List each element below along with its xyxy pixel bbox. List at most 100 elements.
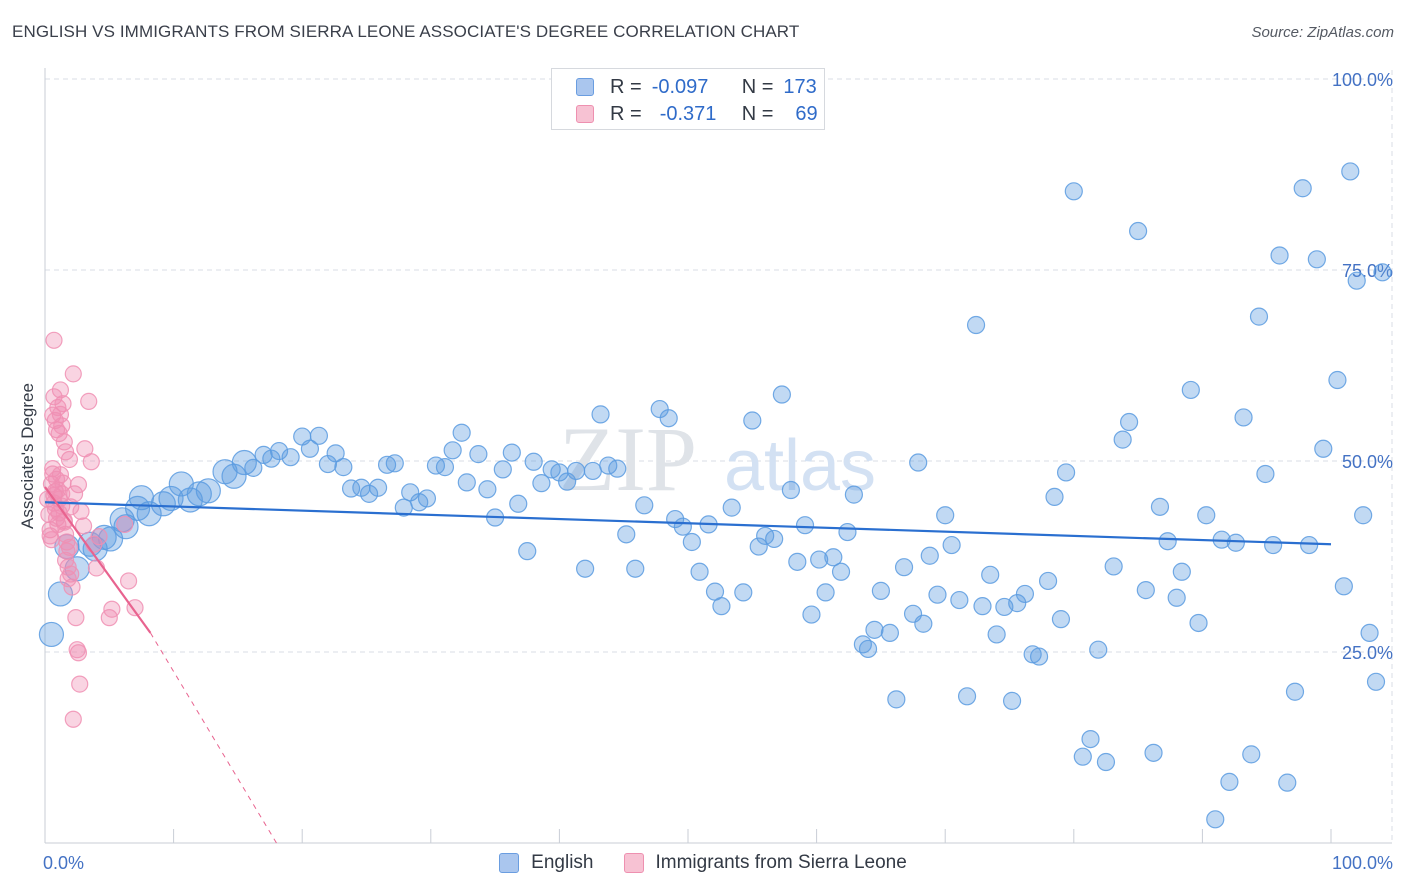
data-point — [1234, 408, 1253, 427]
data-point — [788, 552, 807, 571]
data-point — [1081, 729, 1100, 749]
correlation-legend: R = -0.097 N = 173 R = -0.371 N = 69 — [551, 68, 825, 130]
data-point — [1104, 557, 1123, 576]
data-point — [385, 454, 404, 473]
data-point — [1220, 772, 1239, 791]
data-point — [1158, 532, 1177, 551]
data-point — [53, 417, 71, 435]
data-point — [64, 710, 82, 728]
data-point — [244, 458, 263, 477]
legend-swatch-english — [576, 78, 594, 96]
data-point — [567, 461, 586, 481]
trend-line-sierra — [44, 486, 152, 634]
data-point — [781, 480, 800, 500]
data-point — [880, 623, 900, 643]
legend-r-value-sierra: -0.371 — [659, 102, 717, 125]
data-point — [1167, 588, 1186, 607]
legend-r-label: R = — [610, 75, 642, 98]
legend-n-value-sierra: 69 — [795, 102, 818, 125]
data-point — [1002, 691, 1022, 710]
data-point — [426, 456, 446, 475]
data-point — [1256, 464, 1275, 484]
data-point — [1347, 271, 1366, 290]
y-tick-label: 75.0% — [1342, 261, 1393, 281]
data-point — [62, 498, 80, 516]
data-point — [591, 405, 610, 424]
data-point — [1373, 263, 1392, 282]
data-point — [69, 644, 88, 662]
data-point — [1045, 487, 1064, 507]
legend-label-english: English — [531, 852, 594, 873]
data-point — [966, 315, 986, 335]
data-point — [810, 550, 829, 569]
data-point — [469, 445, 488, 464]
x-tick-label: 0.0% — [43, 853, 84, 873]
data-point — [1150, 497, 1170, 516]
data-point — [1285, 682, 1305, 701]
data-point — [80, 392, 98, 411]
y-tick-label: 25.0% — [1342, 643, 1393, 663]
data-point — [1119, 412, 1139, 432]
data-point — [722, 498, 741, 517]
data-point — [457, 473, 476, 492]
data-point — [1226, 533, 1245, 552]
legend-row-english: R = -0.097 N = 173 — [576, 75, 817, 99]
data-point — [659, 409, 678, 428]
data-point — [195, 478, 221, 504]
data-point — [1073, 747, 1092, 766]
data-point — [909, 453, 928, 472]
data-point — [136, 501, 162, 527]
data-point — [1051, 610, 1071, 629]
data-point — [103, 600, 121, 618]
trend-lines — [44, 486, 1332, 844]
data-point — [973, 597, 992, 616]
data-point — [116, 515, 134, 534]
series-legend: English Immigrants from Sierra Leone — [0, 852, 1406, 874]
tick-labels: 25.0% 50.0% 75.0% 100.0% 0.0% 100.0% — [43, 70, 1393, 873]
data-point — [56, 551, 75, 569]
data-point — [401, 483, 420, 502]
data-point — [673, 517, 692, 536]
data-point — [1293, 179, 1312, 198]
data-point — [435, 458, 455, 477]
legend-n-label: N = — [741, 75, 774, 98]
data-point — [493, 460, 512, 479]
data-point — [124, 495, 151, 521]
data-point — [831, 562, 851, 581]
data-point — [981, 565, 1000, 584]
data-point — [635, 496, 654, 515]
data-point — [844, 485, 863, 504]
data-point — [942, 535, 961, 555]
data-point — [816, 583, 835, 602]
data-point — [1144, 743, 1163, 762]
data-point — [1354, 506, 1373, 525]
data-point — [1189, 613, 1208, 633]
data-point — [682, 532, 701, 552]
data-point — [576, 559, 595, 578]
data-point — [1334, 577, 1353, 596]
data-point — [1015, 584, 1035, 604]
chart-title: ENGLISH VS IMMIGRANTS FROM SIERRA LEONE … — [12, 22, 800, 41]
data-point — [928, 585, 947, 604]
data-point — [509, 494, 528, 513]
data-point — [334, 458, 353, 477]
data-point — [478, 480, 497, 499]
data-point — [87, 559, 106, 577]
data-point — [60, 450, 79, 469]
legend-item-english[interactable]: English — [499, 852, 594, 874]
x-tick-label: 100.0% — [1332, 853, 1393, 873]
data-point — [749, 537, 768, 556]
data-point — [957, 687, 977, 706]
data-point — [231, 449, 257, 476]
data-point — [532, 474, 551, 493]
data-point — [1278, 773, 1297, 792]
data-point — [518, 542, 537, 561]
data-point — [865, 620, 884, 639]
series-english-points — [38, 162, 1392, 829]
data-point — [1029, 647, 1049, 666]
data-point — [894, 558, 914, 577]
axes — [44, 68, 1392, 844]
legend-item-sierra[interactable]: Immigrants from Sierra Leone — [623, 852, 907, 874]
data-point — [1242, 745, 1261, 764]
data-point — [45, 331, 63, 349]
